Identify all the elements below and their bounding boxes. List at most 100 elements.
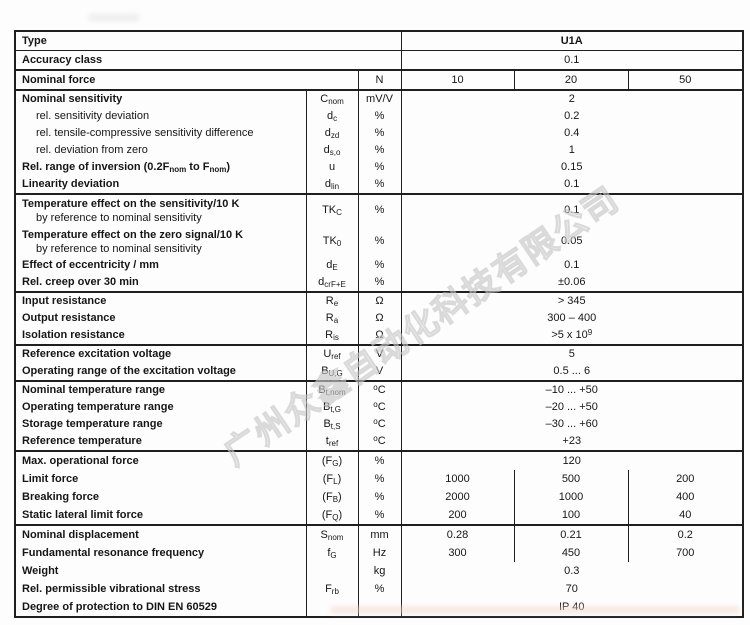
- param-label: Input resistance: [15, 291, 306, 310]
- specification-table: Type U1A Accuracy class 0.1 Nominal forc…: [14, 30, 744, 618]
- param-symbol: (FQ): [305, 506, 358, 525]
- param-label: rel. tensile-compressive sensitivity dif…: [36, 127, 254, 139]
- table-row: Nominal sensitivity Cnom mV/V 2: [15, 89, 743, 108]
- param-symbol: [305, 562, 358, 580]
- param-label: Max. operational force: [15, 450, 306, 470]
- param-value: 120: [400, 450, 743, 470]
- param-value: 1000: [400, 470, 514, 488]
- param-value: +23: [400, 433, 743, 451]
- table-row: Rel. permissible vibrational stress Frb% 7…: [15, 580, 743, 598]
- param-label: Temperature effect on the zero signal/10…: [22, 228, 244, 255]
- param-symbol: fG: [305, 544, 358, 562]
- table-row: Operating temperature range Bt,G oC –20 ...…: [15, 399, 743, 416]
- param-label: Static lateral limit force: [22, 508, 144, 521]
- param-unit: %: [357, 470, 401, 488]
- param-unit: %: [357, 506, 401, 525]
- param-label: Nominal sensitivity: [15, 89, 306, 108]
- nominal-force-value-10: 10: [400, 69, 514, 90]
- table-row-accuracy: Accuracy class 0.1: [15, 50, 743, 70]
- param-label: rel. sensitivity deviation: [36, 110, 150, 122]
- table-row-type: Type U1A: [15, 31, 743, 51]
- param-unit: %: [357, 176, 401, 194]
- param-symbol: (FL): [305, 470, 358, 488]
- param-label: Degree of protection to DIN EN 60529: [22, 600, 217, 613]
- param-symbol: Snom: [305, 524, 358, 544]
- param-label: Breaking force: [22, 490, 100, 503]
- param-symbol: Bt,nom: [305, 380, 358, 399]
- param-value: 0.1: [400, 257, 743, 274]
- param-unit: Ω: [357, 327, 401, 345]
- param-value: 300: [400, 544, 514, 562]
- param-value: 450: [513, 544, 628, 562]
- param-unit: %: [357, 142, 401, 159]
- param-unit: %: [357, 450, 401, 470]
- param-symbol: dlin: [305, 176, 358, 194]
- table-row: rel. deviation from zero ds,o% 1: [15, 142, 743, 159]
- table-row: Input resistance Re Ω > 345: [15, 291, 743, 310]
- param-unit: Hz: [357, 544, 401, 562]
- param-symbol: dc: [305, 108, 358, 125]
- table-row: Static lateral limit force (FQ)% 200 100 40: [15, 506, 743, 525]
- table-row: rel. sensitivity deviation dc% 0.2: [15, 108, 743, 125]
- param-label: Isolation resistance: [22, 329, 125, 341]
- param-unit: mm: [357, 524, 401, 544]
- param-unit: %: [357, 580, 401, 598]
- param-value: 700: [627, 544, 743, 562]
- param-symbol: (FB): [305, 488, 358, 506]
- param-value: 200: [400, 506, 514, 525]
- param-unit: Ω: [357, 291, 401, 310]
- param-value: 200: [627, 470, 743, 488]
- param-label: Rel. permissible vibrational stress: [22, 582, 201, 595]
- table-row: Rel. range of inversion (0.2Fnom to Fnom…: [15, 159, 743, 176]
- param-value: 5: [400, 344, 743, 363]
- table-row: Fundamental resonance frequency fG Hz 300 45…: [15, 544, 743, 562]
- scan-artifact-top: [88, 13, 140, 22]
- param-unit: V: [357, 363, 401, 381]
- param-label: Output resistance: [22, 312, 116, 324]
- param-unit: %: [357, 159, 401, 176]
- param-label: Operating range of the excitation voltag…: [22, 365, 236, 377]
- table-row: Breaking force (FB)% 2000 1000 400: [15, 488, 743, 506]
- param-symbol: tref: [305, 433, 358, 451]
- table-row-nominal-force: Nominal force N 10 20 50: [15, 69, 743, 90]
- param-unit: oC: [357, 416, 401, 433]
- param-value: ±0.06: [400, 274, 743, 292]
- param-symbol: Cnom: [305, 89, 358, 108]
- param-value: 0.2: [400, 108, 743, 125]
- table-row: Linearity deviation dlin% 0.1: [15, 176, 743, 194]
- table-row: rel. tensile-compressive sensitivity dif…: [15, 125, 743, 142]
- param-symbol: Uref: [305, 344, 358, 363]
- nominal-force-value-20: 20: [513, 69, 628, 90]
- param-symbol: Ris: [305, 327, 358, 345]
- param-value: 40: [627, 506, 743, 525]
- param-unit: mV/V: [357, 89, 401, 108]
- param-value: > 345: [400, 291, 743, 310]
- param-unit: %: [357, 108, 401, 125]
- param-symbol: Re: [305, 291, 358, 310]
- param-symbol: TK0: [305, 226, 358, 257]
- accuracy-class-value: 0.1: [400, 50, 743, 70]
- param-unit: V: [357, 344, 401, 363]
- param-symbol: Frb: [305, 580, 358, 598]
- nominal-force-value-50: 50: [627, 69, 743, 90]
- accuracy-class-label: Accuracy class: [15, 50, 401, 70]
- param-unit: oC: [357, 380, 401, 399]
- table-row: Nominal temperature range Bt,nom oC –10 ...…: [15, 380, 743, 399]
- param-unit: %: [357, 257, 401, 274]
- param-label: Reference temperature: [22, 435, 142, 447]
- table-row: Max. operational force (FG)% 120: [15, 450, 743, 470]
- param-value: 0.5 ... 6: [400, 363, 743, 381]
- param-unit: oC: [357, 433, 401, 451]
- param-label: Nominal temperature range: [15, 380, 306, 399]
- param-value: 70: [400, 580, 743, 598]
- param-label: Reference excitation voltage: [15, 344, 306, 363]
- table-row: Limit force (FL)% 1000 500 200: [15, 470, 743, 488]
- param-symbol: u: [305, 159, 358, 176]
- param-value: 1: [400, 142, 743, 159]
- param-value: –20 ... +50: [400, 399, 743, 416]
- table-row: Effect of eccentricity / mm dE% 0.1: [15, 257, 743, 274]
- type-value: U1A: [400, 31, 743, 51]
- table-row: Temperature effect on the sensitivity/10…: [15, 193, 743, 226]
- param-value: 0.1: [400, 193, 743, 226]
